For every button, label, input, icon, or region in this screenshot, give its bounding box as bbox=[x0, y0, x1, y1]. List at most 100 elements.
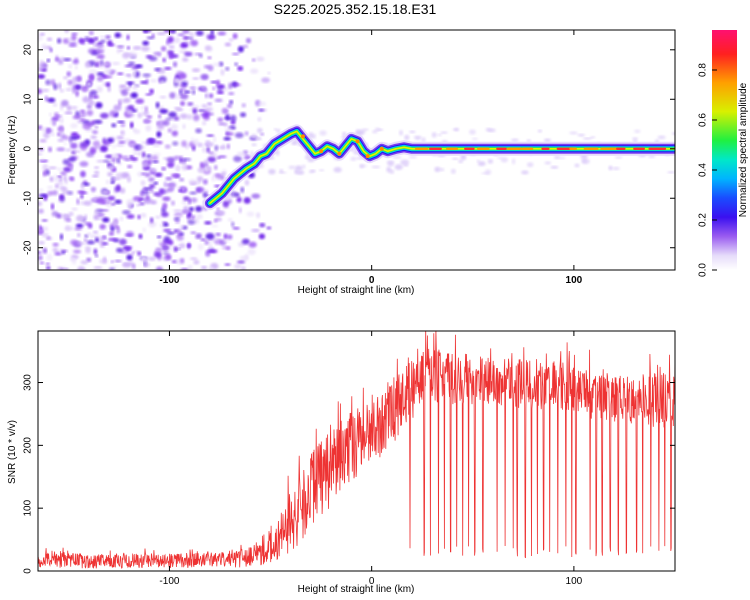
noise-blob bbox=[116, 49, 121, 54]
noise-blob bbox=[165, 55, 169, 59]
noise-blob bbox=[207, 249, 217, 253]
noise-blob bbox=[200, 265, 208, 270]
noise-blob bbox=[127, 61, 136, 66]
noise-blob bbox=[172, 141, 179, 146]
noise-blob bbox=[550, 165, 559, 169]
noise-blob bbox=[167, 36, 174, 43]
noise-blob bbox=[202, 147, 207, 153]
noise-blob bbox=[52, 242, 59, 247]
noise-blob bbox=[140, 180, 146, 186]
noise-blob bbox=[52, 120, 56, 126]
noise-blob bbox=[157, 235, 162, 239]
noise-blob bbox=[634, 129, 641, 134]
noise-blob bbox=[181, 187, 186, 192]
noise-blob bbox=[537, 129, 543, 133]
noise-blob bbox=[203, 64, 210, 69]
noise-blob bbox=[57, 138, 65, 143]
noise-blob bbox=[111, 123, 117, 128]
spectrogram-y-tick-label: 10 bbox=[23, 93, 34, 105]
noise-blob bbox=[205, 106, 214, 113]
noise-blob bbox=[177, 228, 182, 234]
noise-blob bbox=[45, 79, 51, 86]
noise-blob bbox=[90, 186, 97, 192]
noise-blob bbox=[266, 226, 272, 230]
noise-blob bbox=[132, 127, 137, 132]
noise-blob bbox=[359, 164, 364, 169]
noise-blob bbox=[126, 175, 131, 183]
noise-blob bbox=[52, 247, 59, 253]
noise-blob bbox=[207, 34, 216, 40]
spectrogram-x-tick-label: 0 bbox=[369, 275, 375, 286]
noise-blob bbox=[196, 175, 204, 183]
noise-blob bbox=[173, 228, 179, 234]
noise-blob bbox=[93, 230, 98, 234]
noise-blob bbox=[155, 215, 161, 219]
noise-blob bbox=[45, 266, 51, 270]
noise-blob bbox=[142, 161, 149, 168]
noise-blob bbox=[208, 93, 214, 99]
noise-blob bbox=[123, 52, 133, 57]
noise-blob bbox=[102, 217, 110, 223]
noise-blob bbox=[450, 168, 456, 174]
noise-blob bbox=[192, 77, 200, 80]
noise-blob bbox=[44, 169, 50, 176]
noise-blob bbox=[72, 115, 82, 120]
noise-blob bbox=[200, 238, 206, 242]
noise-blob bbox=[163, 30, 170, 33]
noise-blob bbox=[108, 231, 115, 236]
noise-blob bbox=[145, 93, 153, 96]
noise-blob bbox=[371, 165, 381, 169]
noise-blob bbox=[128, 104, 135, 110]
noise-blob bbox=[211, 224, 219, 228]
noise-blob bbox=[67, 79, 74, 86]
noise-blob bbox=[213, 236, 218, 242]
noise-blob bbox=[215, 79, 221, 87]
noise-blob bbox=[111, 62, 121, 65]
noise-blob bbox=[163, 181, 168, 188]
noise-blob bbox=[107, 165, 115, 171]
noise-blob bbox=[544, 161, 552, 165]
noise-blob bbox=[84, 61, 91, 68]
noise-blob bbox=[41, 219, 48, 222]
noise-blob bbox=[140, 45, 150, 52]
noise-blob bbox=[333, 167, 342, 173]
noise-blob bbox=[114, 259, 122, 263]
noise-blob bbox=[159, 95, 167, 99]
noise-blob bbox=[146, 154, 152, 159]
noise-blob bbox=[211, 175, 216, 182]
noise-blob bbox=[88, 30, 94, 36]
noise-blob bbox=[151, 155, 159, 161]
noise-blob bbox=[224, 263, 231, 266]
noise-blob bbox=[155, 101, 160, 109]
noise-blob bbox=[214, 144, 218, 152]
noise-blob bbox=[200, 73, 209, 81]
noise-blob bbox=[137, 112, 142, 119]
noise-blob bbox=[161, 167, 166, 171]
noise-blob bbox=[163, 157, 168, 160]
noise-blob bbox=[64, 226, 74, 231]
noise-blob bbox=[218, 155, 227, 159]
noise-blob bbox=[268, 168, 276, 175]
noise-blob bbox=[232, 227, 240, 230]
noise-blob bbox=[69, 177, 75, 182]
noise-blob bbox=[174, 37, 181, 43]
noise-blob bbox=[230, 115, 237, 122]
noise-blob bbox=[197, 142, 204, 148]
noise-blob bbox=[171, 130, 179, 137]
noise-blob bbox=[60, 117, 64, 124]
noise-blob bbox=[66, 71, 72, 77]
noise-blob bbox=[210, 30, 214, 36]
noise-blob bbox=[220, 68, 225, 76]
noise-blob bbox=[278, 171, 287, 174]
noise-blob bbox=[590, 136, 596, 139]
noise-blob bbox=[319, 169, 325, 172]
noise-blob bbox=[70, 105, 78, 110]
noise-blob bbox=[57, 38, 62, 44]
noise-blob bbox=[215, 232, 221, 237]
noise-blob bbox=[39, 261, 44, 265]
noise-blob bbox=[135, 64, 143, 69]
noise-blob bbox=[223, 122, 228, 127]
noise-blob bbox=[155, 247, 162, 252]
noise-blob bbox=[189, 191, 197, 195]
